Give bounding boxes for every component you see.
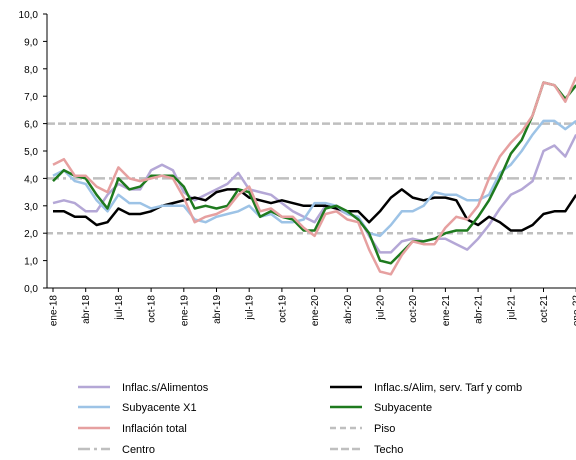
x-tick-label: oct-19 <box>277 295 288 323</box>
series-line <box>52 81 576 265</box>
series-line <box>52 134 576 254</box>
x-tick-label: abr-18 <box>81 295 92 324</box>
x-tick-label: ene-21 <box>441 295 452 327</box>
x-tick-label: jul-21 <box>506 295 517 321</box>
y-tick-label: 6,0 <box>24 120 38 131</box>
y-tick-label: 3,0 <box>24 202 38 213</box>
legend-label: Inflac.s/Alimentos <box>122 382 209 394</box>
x-tick-label: ene-18 <box>49 295 60 327</box>
x-tick-label: ene-20 <box>310 295 321 327</box>
y-tick-label: 2,0 <box>24 229 38 240</box>
x-tick-label: oct-21 <box>539 295 550 323</box>
x-tick-label: oct-18 <box>147 295 158 323</box>
series-line <box>52 76 576 276</box>
x-tick-label: jul-20 <box>376 295 387 321</box>
x-tick-label: jul-18 <box>114 295 125 321</box>
y-tick-label: 10,0 <box>19 10 39 21</box>
legend-label: Piso <box>374 423 395 435</box>
y-tick-label: 4,0 <box>24 174 38 185</box>
y-tick-label: 1,0 <box>24 257 38 268</box>
legend-label: Subyacente X1 <box>122 402 197 414</box>
legend-label: Subyacente <box>374 402 432 414</box>
legend-label: Inflac.s/Alim, serv. Tarf y comb <box>374 382 522 394</box>
legend-label: Centro <box>122 444 155 456</box>
series-line <box>52 119 576 238</box>
legend-label: Techo <box>374 444 403 456</box>
series-line <box>53 188 576 232</box>
x-tick-label: abr-20 <box>343 295 354 324</box>
x-tick-label: jul-19 <box>245 295 256 321</box>
x-tick-label: oct-20 <box>408 295 419 323</box>
y-tick-label: 5,0 <box>24 147 38 158</box>
y-tick-label: 7,0 <box>24 92 38 103</box>
x-tick-label: ene-22 <box>572 295 576 327</box>
y-tick-label: 8,0 <box>24 65 38 76</box>
x-tick-label: ene-19 <box>179 295 190 327</box>
x-tick-label: abr-19 <box>212 295 223 324</box>
y-tick-label: 0,0 <box>24 284 38 295</box>
x-tick-label: abr-21 <box>474 295 485 324</box>
y-tick-label: 9,0 <box>24 37 38 48</box>
legend-label: Inflación total <box>122 423 187 435</box>
